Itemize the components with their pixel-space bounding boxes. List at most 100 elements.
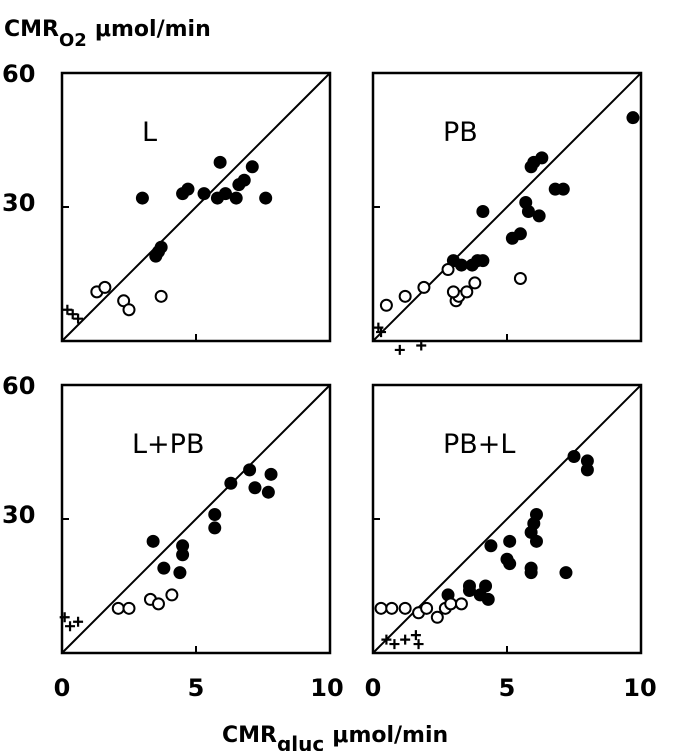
open-point-l-3	[122, 303, 136, 317]
filled-point-pb-l-2	[580, 463, 594, 477]
x-axis-title-unit: μmol/min	[332, 723, 448, 748]
open-point-pb-l-2	[398, 601, 412, 615]
open-point-pb-7	[468, 276, 482, 290]
filled-point-l-9	[245, 160, 259, 174]
filled-point-pb-l-19	[481, 592, 495, 606]
open-point-pb-l-4	[420, 601, 434, 615]
filled-point-pb-13	[454, 258, 468, 272]
filled-point-l-pb-3	[248, 481, 262, 495]
open-point-l-4	[154, 289, 168, 303]
open-point-pb-l-0	[374, 601, 388, 615]
filled-point-pb-11	[513, 227, 527, 241]
plus-point-pb-l-3	[410, 630, 421, 641]
open-point-l-pb-0	[111, 601, 125, 615]
panel-PB-L: PB+L	[371, 383, 643, 655]
filled-point-l-pb-1	[264, 467, 278, 481]
filled-point-pb-16	[476, 254, 490, 268]
filled-point-l-pb-8	[176, 539, 190, 553]
plus-point-l-2	[73, 313, 84, 324]
x-tick-label-0-right: 0	[365, 674, 382, 702]
panel-PB: PB	[371, 71, 643, 355]
y-tick-label-60-bottom: 60	[2, 372, 35, 400]
open-point-l-pb-4	[165, 588, 179, 602]
filled-point-l-pb-9	[176, 548, 190, 562]
open-point-pb-l-1	[385, 601, 399, 615]
filled-point-l-10	[259, 191, 273, 205]
plus-point-pb-l-4	[413, 639, 424, 650]
filled-point-pb-l-8	[484, 539, 498, 553]
filled-point-l-pb-6	[208, 521, 222, 535]
plus-point-pb-3	[416, 340, 427, 351]
panel-label-pb-l: PB+L	[443, 429, 515, 460]
y-tick-label-30-bottom: 30	[2, 501, 35, 529]
filled-point-l-pb-2	[224, 476, 238, 490]
x-tick-label-0-left: 0	[54, 674, 71, 702]
plus-point-pb-l-0	[381, 634, 392, 645]
plus-point-pb-1	[376, 327, 387, 338]
filled-point-pb-l-1	[580, 454, 594, 468]
filled-point-l-pb-5	[208, 508, 222, 522]
open-point-pb-8	[513, 271, 527, 285]
identity-line-pb	[372, 72, 642, 342]
open-point-pb-2	[417, 280, 431, 294]
panel-label-l: L	[142, 117, 157, 148]
identity-line-l	[61, 72, 331, 342]
filled-point-l-pb-0	[243, 463, 257, 477]
y-tick-label-30-top: 30	[2, 189, 35, 217]
plus-point-pb-l-2	[400, 634, 411, 645]
y-axis-title-sub: O2	[59, 30, 87, 51]
filled-point-l-14	[151, 245, 165, 259]
filled-point-l-pb-10	[157, 561, 171, 575]
panel-L: L	[60, 71, 332, 343]
filled-point-pb-l-10	[503, 557, 517, 571]
plus-point-pb-l-1	[389, 639, 400, 650]
filled-point-pb-8	[521, 204, 535, 218]
x-axis-title-main: CMR	[222, 723, 277, 748]
filled-point-l-0	[135, 191, 149, 205]
filled-point-pb-9	[476, 204, 490, 218]
filled-point-pb-l-6	[529, 534, 543, 548]
plus-point-l-pb-1	[65, 621, 76, 632]
filled-point-l-11	[213, 155, 227, 169]
filled-point-l-pb-4	[261, 485, 275, 499]
y-axis-title-unit: μmol/min	[95, 17, 211, 42]
plus-point-pb-2	[394, 344, 405, 355]
plus-point-l-pb-2	[73, 616, 84, 627]
filled-point-pb-0	[626, 111, 640, 125]
x-tick-label-10-right: 10	[623, 674, 656, 702]
filled-point-l-pb-7	[146, 534, 160, 548]
filled-point-pb-l-13	[559, 566, 573, 580]
filled-point-l-6	[229, 191, 243, 205]
y-tick-label-60-top: 60	[2, 60, 35, 88]
plus-point-l-pb-0	[59, 612, 70, 623]
open-point-pb-6	[460, 285, 474, 299]
open-point-pb-0	[379, 298, 393, 312]
open-point-pb-1	[398, 289, 412, 303]
open-point-pb-l-7	[444, 597, 458, 611]
x-tick-label-5-left: 5	[188, 674, 205, 702]
plus-point-l-1	[67, 309, 78, 320]
open-point-pb-3	[441, 263, 455, 277]
filled-point-pb-6	[532, 209, 546, 223]
open-point-pb-9	[446, 285, 460, 299]
x-tick-label-10-left: 10	[310, 674, 343, 702]
filled-point-l-5	[218, 187, 232, 201]
filled-point-pb-l-0	[567, 449, 581, 463]
open-point-l-1	[98, 280, 112, 294]
filled-point-pb-l-7	[503, 534, 517, 548]
panel-label-pb: PB	[443, 117, 478, 148]
x-axis-title: CMRgluc μmol/min	[222, 723, 448, 751]
filled-point-pb-l-12	[524, 566, 538, 580]
plus-point-l-0	[62, 304, 73, 315]
open-point-pb-l-5	[430, 610, 444, 624]
x-axis-title-sub: gluc	[277, 732, 324, 751]
filled-point-pb-5	[556, 182, 570, 196]
y-axis-title-main: CMR	[4, 17, 59, 42]
y-axis-title: CMRO2 μmol/min	[4, 17, 211, 51]
filled-point-pb-3	[524, 160, 538, 174]
open-point-pb-l-8	[454, 597, 468, 611]
panel-label-l-pb: L+PB	[132, 429, 204, 460]
open-point-l-pb-1	[122, 601, 136, 615]
filled-point-l-3	[197, 187, 211, 201]
